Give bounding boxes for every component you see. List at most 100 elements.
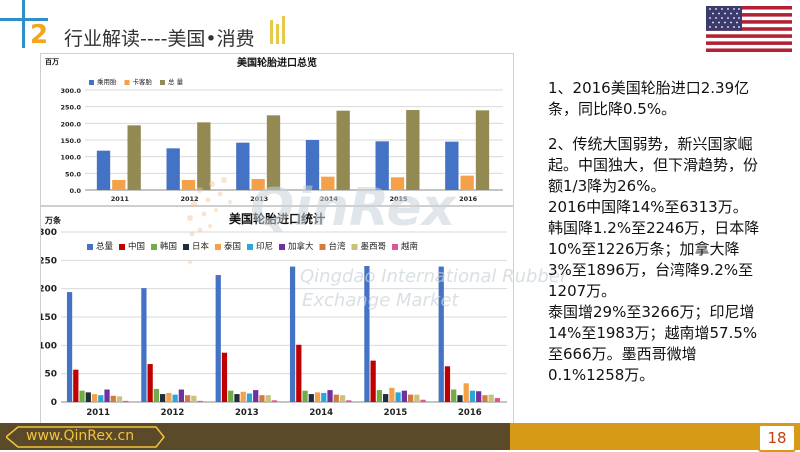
bar-泰国 (240, 391, 246, 402)
y-tick-label: 300.0 (60, 87, 81, 95)
legend-label: 台湾 (329, 241, 347, 252)
bar-墨西哥 (339, 395, 346, 402)
bar-中国 (73, 369, 79, 402)
x-tick-label: 2016 (458, 408, 482, 418)
bar-卡客胎 (251, 179, 265, 190)
y-tick-label: 300 (41, 228, 57, 238)
legend-swatch (124, 80, 130, 85)
chart-import-statistics-plot: 美国轮胎进口统计 万条 0 50 100 150 200 250 300 2011 2012 2013… (38, 211, 507, 418)
usa-flag-icon (706, 6, 792, 52)
bar-印尼 (172, 394, 178, 402)
bar-台湾 (259, 395, 265, 402)
y-tick-label: 50.0 (65, 170, 82, 178)
bar-中国 (444, 366, 451, 402)
bar-中国 (370, 360, 376, 402)
legend-label: 泰国 (224, 241, 241, 252)
logo-cross-horizontal (0, 18, 48, 21)
chart-import-overview-plot: 美国轮胎进口总览 百万 0.0 50.0 100.0 150.0 200.0 250.0 300… (45, 56, 503, 203)
legend-swatch (89, 80, 94, 85)
analysis-text: 1、2016美国轮胎进口2.39亿条，同比降0.5%。 2、传统大国弱势，新兴国… (548, 78, 760, 386)
y-tick-label: 0.0 (69, 187, 81, 195)
bar-越南 (123, 400, 129, 402)
bar-日本 (383, 394, 389, 402)
bar-总量 (141, 288, 147, 402)
bar-日本 (308, 394, 314, 402)
legend-swatch (119, 244, 125, 250)
bar-墨西哥 (116, 396, 123, 402)
bar-韩国 (79, 390, 85, 402)
bar-越南 (271, 400, 278, 402)
bar-韩国 (153, 388, 160, 402)
y-tick-label: 250 (41, 256, 57, 266)
x-tick-label: 2016 (459, 195, 478, 203)
legend-swatch (392, 244, 398, 250)
bar-墨西哥 (265, 395, 271, 402)
bar-台湾 (333, 394, 339, 402)
page-number: 18 (758, 424, 796, 452)
bar-印尼 (98, 395, 104, 402)
y-axis-unit-label: 万条 (44, 215, 62, 225)
bar-越南 (197, 400, 203, 402)
y-tick-label: 200 (41, 285, 57, 295)
chart-title: 美国轮胎进口总览 (237, 56, 317, 69)
legend-label: 印尼 (256, 241, 273, 252)
legend-label: 总 量 (168, 77, 184, 86)
bar-日本 (85, 392, 91, 402)
footer-website-link[interactable]: www.QinRex.cn (26, 428, 135, 444)
bar-总 量 (406, 110, 420, 190)
bar-乘用胎 (166, 148, 180, 190)
x-tick-label: 2012 (161, 408, 185, 418)
y-tick-label: 250.0 (60, 104, 81, 112)
bar-印尼 (321, 392, 327, 402)
legend-label: 韩国 (160, 241, 177, 252)
bar-台湾 (184, 395, 191, 402)
bar-总量 (215, 275, 221, 402)
legend-swatch (215, 244, 221, 250)
legend-swatch (279, 244, 285, 250)
legend-label: 总量 (96, 241, 114, 252)
bar-加拿大 (253, 390, 259, 402)
analysis-paragraph-3: 2016中国降14%至6313万。韩国降1.2%至2246万，日本降10%至12… (548, 198, 760, 300)
bar-韩国 (302, 390, 308, 402)
chart-title: 美国轮胎进口统计 (229, 211, 325, 226)
y-tick-label: 200.0 (60, 120, 81, 128)
bar-墨西哥 (488, 394, 494, 402)
chart-import-overview: 美国轮胎进口总览 百万 0.0 50.0 100.0 150.0 200.0 250.0 300… (40, 53, 514, 206)
bar-韩国 (376, 390, 383, 402)
bar-加拿大 (178, 389, 184, 402)
x-tick-label: 2015 (384, 408, 408, 418)
bar-加拿大 (327, 390, 333, 402)
legend-label: 中国 (128, 241, 145, 252)
x-tick-label: 2011 (86, 408, 110, 418)
title-decoration-bar (276, 24, 279, 44)
bar-中国 (296, 344, 302, 402)
analysis-paragraph-1: 1、2016美国轮胎进口2.39亿条，同比降0.5%。 (548, 79, 750, 118)
bar-韩国 (228, 390, 234, 402)
y-tick-label: 150.0 (60, 137, 81, 145)
bar-乘用胎 (375, 141, 389, 190)
x-tick-label: 2012 (180, 195, 198, 203)
chart-import-statistics: 美国轮胎进口统计 万条 0 50 100 150 200 250 300 2011 2012 2013… (38, 206, 514, 426)
section-number: 2 (30, 20, 49, 50)
legend-swatch (183, 244, 189, 250)
bar-台湾 (110, 395, 116, 402)
x-tick-label: 2015 (389, 195, 408, 203)
bar-乘用胎 (305, 140, 320, 190)
page-title: 行业解读----美国•消费 (64, 28, 255, 50)
bar-印尼 (246, 393, 253, 402)
x-tick-label: 2014 (309, 408, 333, 418)
footer-arrow-icon (6, 426, 165, 448)
bar-乘用胎 (236, 142, 250, 190)
y-tick-label: 100 (41, 341, 57, 351)
analysis-paragraph-2: 2、传统大国弱势，新兴国家崛起。中国独大，但下滑趋势，份额1/3降为26%。 (548, 135, 759, 195)
bar-卡客胎 (390, 177, 405, 190)
bar-乘用胎 (445, 141, 459, 190)
bar-总 量 (336, 110, 350, 190)
bar-台湾 (407, 394, 414, 402)
y-tick-label: 0 (51, 398, 57, 408)
analysis-paragraph-4: 泰国增29%至3266万；印尼增14%至1983万；越南增57.5%至666万。… (548, 303, 758, 384)
bar-卡客胎 (321, 176, 335, 190)
legend-label: 墨西哥 (361, 242, 387, 252)
y-tick-label: 100.0 (60, 154, 81, 162)
bar-总 量 (475, 110, 490, 190)
